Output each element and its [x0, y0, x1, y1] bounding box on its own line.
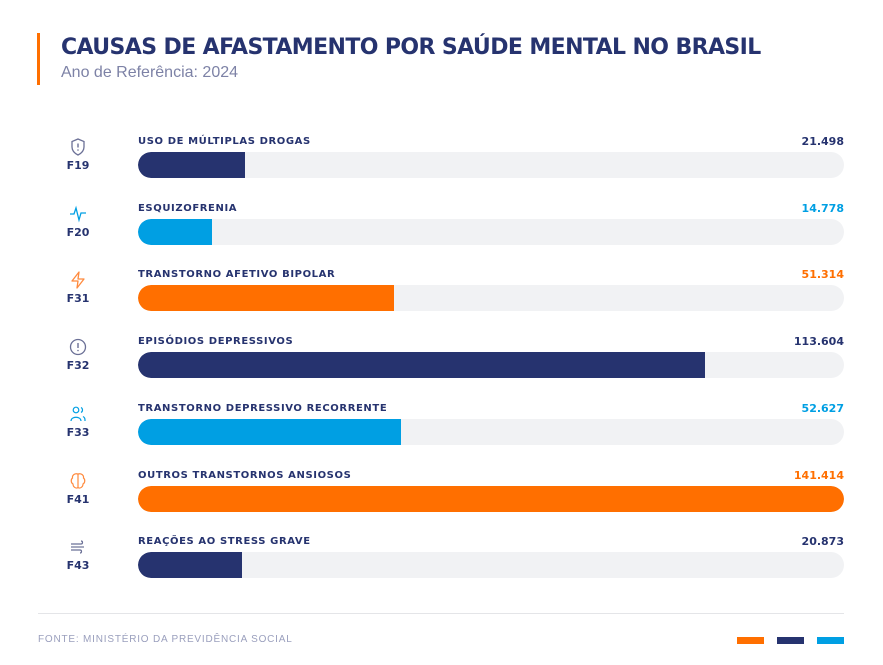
- bar-row: F43 REAÇÕES AO STRESS GRAVE 20.873: [0, 535, 883, 602]
- category-label: TRANSTORNO AFETIVO BIPOLAR: [138, 269, 336, 281]
- category-code: F19: [66, 159, 90, 172]
- bar-row: F19 USO DE MÚLTIPLAS DROGAS 21.498: [0, 135, 883, 202]
- pulse-icon: [70, 205, 86, 223]
- category-code: F20: [66, 225, 90, 239]
- data-label: 51.314: [801, 268, 844, 282]
- bar: [138, 418, 401, 445]
- bar: [138, 485, 844, 512]
- alert-circle-icon: [69, 338, 87, 356]
- category-label: OUTROS TRANSTORNOS ANSIOSOS: [138, 469, 352, 481]
- category-label: REAÇÕES AO STRESS GRAVE: [138, 536, 311, 548]
- footer-divider: [38, 613, 844, 614]
- bar: [138, 152, 246, 178]
- legend-swatch-orange: [737, 637, 764, 644]
- bar: [138, 285, 395, 312]
- shield-alert-icon: [71, 138, 85, 156]
- bar-track: [138, 552, 844, 579]
- bar: [138, 552, 243, 579]
- bar-row: F31 TRANSTORNO AFETIVO BIPOLAR 51.314: [0, 268, 883, 335]
- bar-track: [138, 285, 844, 312]
- legend-swatch-blue: [817, 637, 844, 644]
- bar: [138, 352, 706, 379]
- bar-row: F32 EPISÓDIOS DEPRESSIVOS 113.604: [0, 335, 883, 402]
- category-label: USO DE MÚLTIPLAS DROGAS: [138, 136, 311, 147]
- bar-track: [138, 352, 844, 379]
- title-accent-bar: [37, 33, 40, 85]
- category-label: TRANSTORNO DEPRESSIVO RECORRENTE: [138, 402, 388, 414]
- source-note: FONTE: MINISTÉRIO DA PREVIDÊNCIA SOCIAL: [38, 634, 293, 645]
- category-code: F41: [66, 492, 90, 506]
- bar-track: [138, 485, 844, 512]
- category-label: EPISÓDIOS DEPRESSIVOS: [138, 336, 294, 348]
- data-label: 14.778: [801, 201, 844, 215]
- chart-title: CAUSAS DE AFASTAMENTO POR SAÚDE MENTAL N…: [61, 35, 761, 60]
- users-icon: [70, 406, 86, 421]
- bar-row: F33 TRANSTORNO DEPRESSIVO RECORRENTE 52.62…: [0, 402, 883, 469]
- legend-swatch-navy: [777, 637, 804, 644]
- brain-icon: [70, 472, 86, 489]
- lightning-icon: [71, 271, 85, 290]
- category-code: F32: [66, 359, 90, 373]
- data-label: 113.604: [793, 335, 844, 349]
- data-label: 20.873: [801, 535, 844, 549]
- category-label: ESQUIZOFRENIA: [138, 202, 238, 214]
- bar-track: [138, 418, 844, 445]
- data-label: 141.414: [793, 468, 844, 482]
- bar-row: F41 OUTROS TRANSTORNOS ANSIOSOS 141.414: [0, 469, 883, 536]
- category-code: F31: [66, 292, 90, 306]
- chart-subtitle: Ano de Referência: 2024: [61, 64, 239, 81]
- bar-track: [138, 218, 844, 245]
- data-label: 21.498: [801, 135, 844, 148]
- wind-icon: [71, 540, 84, 554]
- category-code: F43: [66, 559, 90, 573]
- data-label: 52.627: [801, 401, 844, 415]
- bar-row: F20 ESQUIZOFRENIA 14.778: [0, 202, 883, 269]
- category-code: F33: [66, 425, 90, 439]
- bar: [138, 218, 212, 245]
- bar-track: [138, 152, 844, 178]
